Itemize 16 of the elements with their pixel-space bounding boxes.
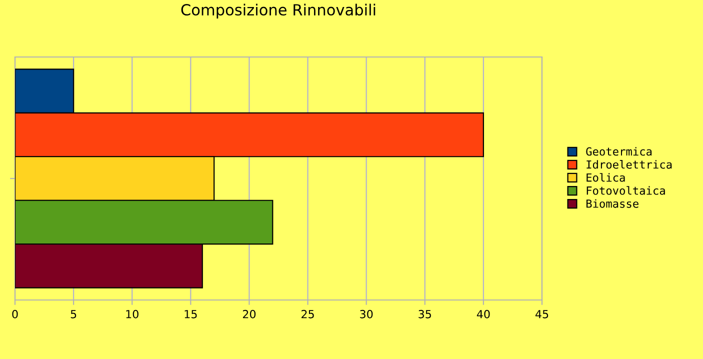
x-tick-label: 30: [360, 310, 373, 318]
legend-label: Eolica: [586, 173, 625, 182]
x-tick-label: 25: [302, 310, 314, 318]
x-tick-label: 45: [535, 310, 548, 318]
x-tick-label: 10: [126, 310, 138, 318]
chart-title: Composizione Rinnovabili: [181, 4, 376, 19]
legend-label: Geotermica: [586, 147, 652, 156]
x-tick-label: 35: [418, 310, 431, 318]
legend-label: Idroelettrica: [586, 160, 672, 169]
x-tick-label: 15: [184, 310, 197, 318]
x-tick-label: 40: [476, 310, 490, 318]
legend-label: Fotovoltaica: [586, 186, 665, 195]
legend-label: Biomasse: [586, 199, 638, 208]
x-tick-label: 20: [242, 310, 256, 318]
x-tick-label: 0: [12, 310, 18, 318]
x-tick-label: 5: [70, 310, 76, 318]
